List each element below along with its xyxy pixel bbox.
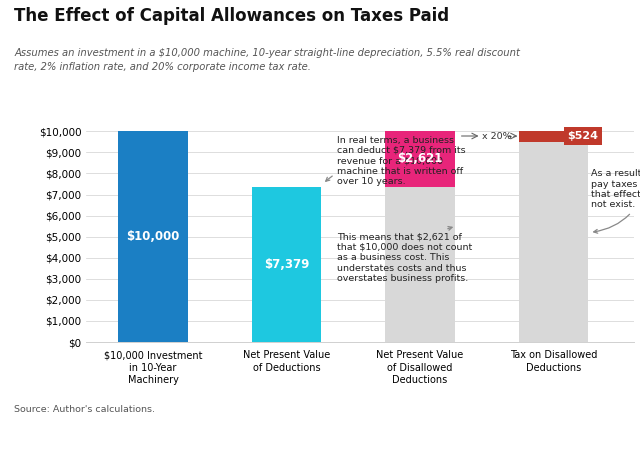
Bar: [385, 131, 455, 342]
Text: $10,000: $10,000: [127, 230, 180, 243]
Text: Source: Author's calculations.: Source: Author's calculations.: [14, 405, 155, 414]
Text: In real terms, a business
can deduct $7,379 from its
revenue for a $10,000
machi: In real terms, a business can deduct $7,…: [326, 135, 466, 186]
Text: The Effect of Capital Allowances on Taxes Paid: The Effect of Capital Allowances on Taxe…: [14, 7, 449, 25]
Bar: [519, 131, 588, 142]
Text: $524: $524: [568, 131, 598, 141]
Text: $7,379: $7,379: [264, 258, 309, 271]
Bar: [519, 131, 588, 342]
Bar: [385, 131, 455, 187]
Text: As a result, businesses
pay taxes on income
that effectively does
not exist.: As a result, businesses pay taxes on inc…: [591, 169, 640, 233]
Text: $2,621: $2,621: [397, 153, 443, 165]
Bar: [118, 131, 188, 342]
Text: This means that $2,621 of
that $10,000 does not count
as a business cost. This
u: This means that $2,621 of that $10,000 d…: [337, 226, 472, 283]
Text: x 20%: x 20%: [482, 131, 511, 140]
Text: @TaxFoundation: @TaxFoundation: [531, 430, 628, 443]
Text: Assumes an investment in a $10,000 machine, 10-year straight-line depreciation, : Assumes an investment in a $10,000 machi…: [14, 48, 520, 72]
Bar: [252, 187, 321, 342]
Text: TAX FOUNDATION: TAX FOUNDATION: [12, 430, 129, 443]
